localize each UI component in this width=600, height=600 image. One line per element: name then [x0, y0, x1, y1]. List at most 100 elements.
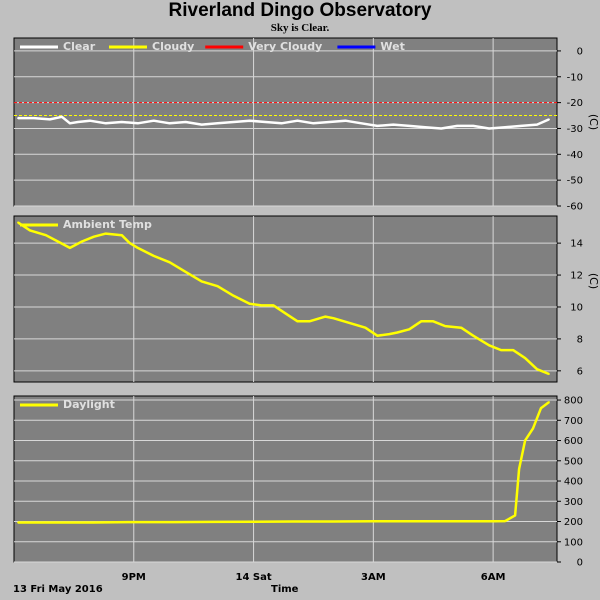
ambient-data-point: [80, 240, 83, 243]
daylight-data-point: [332, 520, 335, 523]
daylight-ytick-label: 300: [564, 497, 583, 508]
sky-data-point: [548, 118, 550, 121]
ambient-data-point: [500, 349, 503, 351]
sky-data-point: [296, 119, 299, 122]
ambient-data-point: [184, 270, 187, 273]
sky-ytick-label: -10: [567, 72, 583, 83]
ambient-data-point: [232, 294, 235, 297]
legend-label: Daylight: [63, 398, 115, 411]
daylight-data-point: [504, 520, 506, 523]
sky-unit-label: (C): [587, 114, 600, 130]
sky-data-point: [33, 117, 35, 120]
sky-data-point: [488, 127, 491, 130]
sky-data-point: [472, 124, 475, 127]
sky-data-point: [232, 121, 235, 123]
legend-label: Cloudy: [152, 40, 194, 53]
sky-data-point: [520, 124, 522, 127]
ambient-data-point: [57, 240, 59, 243]
daylight-data-point: [524, 439, 526, 442]
sky-data-point: [168, 122, 171, 125]
daylight-data-point: [412, 520, 415, 523]
x-tick-label: 14 Sat: [235, 572, 271, 583]
sky-series-line: [18, 115, 550, 130]
x-tick-label: 6AM: [481, 572, 506, 583]
sky-data-point: [49, 118, 51, 121]
legend-label: Very Cloudy: [248, 40, 322, 53]
sky-data-point: [248, 119, 251, 122]
ambient-data-point: [216, 285, 219, 288]
x-tick-label: 3AM: [361, 572, 386, 583]
sky-data-point: [392, 123, 395, 126]
ambient-data-point: [444, 325, 447, 328]
ambient-data-point: [396, 331, 399, 334]
ambient-ytick-label: 14: [570, 239, 583, 250]
sky-data-point: [536, 123, 538, 126]
daylight-data-point: [252, 520, 255, 523]
daylight-data-point: [540, 407, 542, 410]
ambient-data-point: [512, 349, 514, 351]
ambient-data-point: [364, 326, 367, 329]
daylight-data-point: [452, 520, 455, 523]
ambient-data-point: [45, 234, 47, 237]
sky-ytick-label: 0: [577, 46, 583, 57]
ambient-data-point: [524, 357, 526, 359]
ambient-ytick-label: 8: [577, 334, 583, 345]
daylight-data-point: [372, 520, 375, 523]
daylight-data-point: [492, 520, 495, 523]
daylight-series-line: [18, 401, 550, 524]
sky-data-point: [184, 121, 187, 123]
sky-data-point: [200, 123, 203, 126]
ambient-data-point: [92, 235, 95, 238]
ambient-data-point: [200, 280, 203, 283]
ambient-data-point: [376, 334, 379, 337]
sky-data-point: [61, 115, 63, 118]
legend-label: Wet: [380, 40, 404, 53]
daylight-data-point: [172, 521, 175, 524]
ambient-data-point: [488, 344, 491, 347]
ambient-data-point: [388, 333, 391, 336]
sky-data-point: [104, 122, 107, 125]
ambient-data-point: [332, 317, 335, 320]
ambient-data-point: [248, 302, 251, 305]
ambient-data-point: [324, 315, 327, 318]
page-title: Riverland Dingo Observatory: [168, 0, 432, 21]
ambient-data-point: [272, 304, 275, 307]
daylight-data-point: [514, 514, 516, 517]
ambient-data-point: [348, 322, 351, 324]
date-label: 13 Fri May 2016: [13, 584, 103, 595]
sky-data-point: [136, 122, 139, 125]
ambient-data-point: [536, 368, 538, 371]
ambient-data-point: [168, 261, 171, 264]
ambient-data-point: [152, 255, 155, 257]
sky-data-point: [152, 119, 155, 122]
daylight-ytick-label: 700: [564, 416, 583, 427]
sky-data-point: [280, 122, 283, 125]
ambient-data-point: [408, 328, 411, 331]
sky-ytick-label: -40: [567, 150, 583, 161]
ambient-data-point: [17, 221, 19, 224]
sky-data-point: [360, 122, 363, 125]
ambient-data-point: [104, 232, 107, 235]
sky-data-point: [424, 126, 427, 129]
sky-data-point: [76, 121, 79, 123]
ambient-series-line: [17, 221, 550, 376]
ambient-data-point: [460, 326, 463, 329]
legend-label: Ambient Temp: [63, 218, 152, 231]
ambient-data-point: [136, 247, 139, 249]
ambient-data-point: [548, 373, 550, 375]
ambient-data-point: [432, 320, 435, 323]
sky-data-point: [344, 119, 347, 122]
legend-label: Clear: [63, 40, 96, 53]
ambient-data-point: [296, 320, 299, 323]
sky-data-point: [264, 121, 267, 123]
ambient-data-point: [284, 312, 287, 315]
sky-data-point: [120, 121, 123, 123]
daylight-ytick-label: 600: [564, 436, 583, 447]
daylight-data-point: [132, 521, 135, 524]
sky-data-point: [17, 117, 19, 120]
sky-data-point: [376, 124, 379, 127]
sky-ytick-label: -60: [567, 202, 583, 213]
ambient-data-point: [120, 234, 123, 237]
ambient-data-point: [420, 320, 423, 323]
